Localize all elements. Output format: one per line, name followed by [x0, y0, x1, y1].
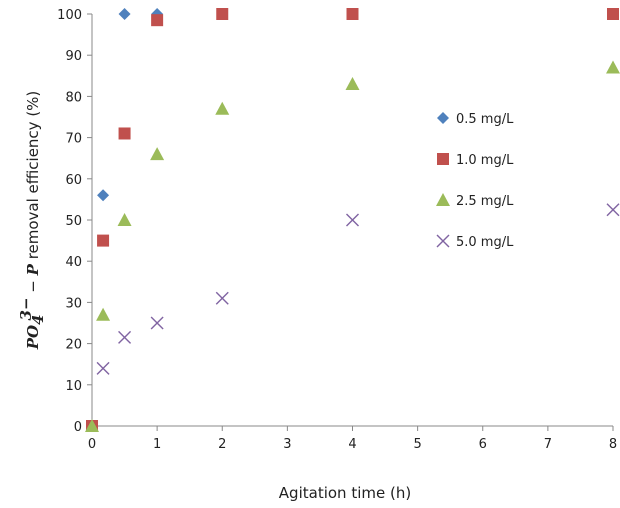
data-point: [97, 189, 110, 202]
x-tick-label: 7: [544, 437, 552, 452]
data-point: [216, 8, 229, 20]
x-tick-label: 8: [609, 437, 617, 452]
y-tick-label: 30: [65, 296, 82, 311]
x-axis-title: Agitation time (h): [279, 484, 411, 502]
y-axis-title-rest: removal efficiency (%): [24, 91, 42, 264]
x-tick-label: 2: [218, 437, 226, 452]
data-point: [150, 147, 165, 161]
data-point: [85, 419, 99, 432]
y-tick-label: 100: [57, 8, 82, 23]
data-point: [215, 291, 229, 305]
legend-marker: [436, 234, 450, 248]
x-tick-label: 4: [348, 437, 356, 452]
legend-label: 5.0 mg/L: [456, 235, 514, 250]
data-point: [118, 330, 132, 344]
y-axis-ticks: 0 10 20 30 40 50 60 70 80 90 100: [57, 8, 92, 435]
legend: 0.5 mg/L 1.0 mg/L 2.5 mg/L 5.0 mg/L: [436, 112, 514, 250]
y-axis-title: PO43− − P removal efficiency (%): [17, 91, 47, 351]
data-point: [606, 203, 620, 217]
x-tick-label: 1: [153, 437, 161, 452]
x-tick-label: 0: [88, 437, 96, 452]
legend-label: 2.5 mg/L: [456, 194, 514, 209]
data-point: [345, 77, 360, 91]
y-axis-title-element: P: [24, 263, 42, 276]
y-tick-label: 0: [74, 420, 82, 435]
data-point: [96, 361, 110, 375]
data-point: [150, 316, 164, 330]
y-tick-label: 20: [65, 338, 82, 353]
y-tick-label: 70: [65, 132, 82, 147]
data-point: [606, 60, 620, 74]
legend-label: 1.0 mg/L: [456, 153, 514, 168]
x-axis-ticks: 0 1 2 3 4 5 6 7 8: [88, 426, 617, 452]
y-axis-title-superscript: 3−: [17, 297, 35, 320]
y-tick-label: 50: [65, 214, 82, 229]
data-point: [346, 213, 359, 227]
data-points: [85, 8, 620, 432]
data-point: [97, 234, 110, 247]
y-axis-title-dash: −: [24, 275, 42, 297]
y-axis-title-species: PO: [24, 325, 42, 350]
data-point: [96, 307, 111, 321]
legend-label: 0.5 mg/L: [456, 112, 514, 127]
y-tick-label: 60: [65, 173, 82, 188]
x-tick-label: 6: [479, 437, 487, 452]
data-point: [215, 101, 230, 115]
data-point: [151, 14, 164, 27]
data-point: [118, 127, 131, 140]
y-tick-label: 80: [65, 90, 82, 105]
y-tick-label: 40: [65, 255, 82, 270]
legend-marker: [437, 153, 449, 165]
legend-marker: [437, 112, 449, 124]
y-tick-label: 90: [65, 49, 82, 64]
x-tick-label: 3: [283, 437, 291, 452]
y-tick-label: 10: [65, 379, 82, 394]
data-point: [117, 213, 132, 226]
data-point: [607, 8, 619, 20]
data-point: [118, 8, 131, 20]
data-point: [346, 8, 359, 20]
x-tick-label: 5: [413, 437, 421, 452]
y-axis-title-subscript: 4: [29, 314, 47, 324]
plot-area: 0 10 20 30 40 50 60 70 80 90 100 0 1 2 3 4 5 6 7 8: [57, 8, 620, 452]
legend-marker: [436, 193, 450, 206]
